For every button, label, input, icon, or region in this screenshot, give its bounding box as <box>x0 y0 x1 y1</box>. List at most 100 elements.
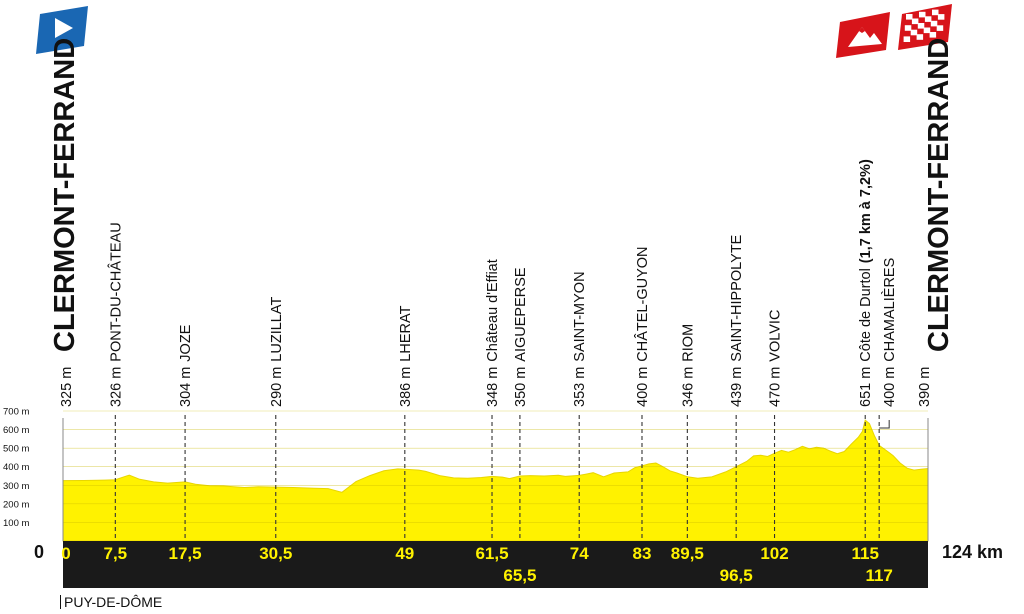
region-divider <box>60 595 61 609</box>
waypoint-km-label: 0 <box>61 544 70 563</box>
waypoint-label: 439 m SAINT-HIPPOLYTE <box>729 234 745 407</box>
y-tick-label: 500 m <box>3 444 29 455</box>
waypoint-name: RIOM <box>680 324 696 362</box>
checker-cell <box>903 36 911 42</box>
waypoint-name: JOZE <box>178 324 194 361</box>
waypoint-label: 400 m CHAMALIÈRES <box>881 258 898 407</box>
checker-cell <box>910 29 918 36</box>
elevation-profile-area <box>62 419 929 542</box>
checker-cell <box>906 14 913 20</box>
waypoint-altitude: 400 m <box>882 367 898 407</box>
checker-cell <box>911 18 919 25</box>
waypoint-name: LHERAT <box>398 305 414 361</box>
waypoint-label: 400 m CHÂTEL-GUYON <box>634 246 651 407</box>
region-name: PUY-DE-DÔME <box>64 594 163 610</box>
waypoint-km-label: 49 <box>395 544 414 563</box>
waypoint-altitude: 326 m <box>108 367 124 407</box>
grid-layer <box>62 410 929 541</box>
checker-cell <box>919 11 926 18</box>
checker-cell <box>930 20 938 27</box>
waypoint-name: SAINT-HIPPOLYTE <box>729 234 745 361</box>
waypoint-altitude: 439 m <box>729 367 745 407</box>
waypoint-name: LUZILLAT <box>269 297 285 362</box>
checker-cell <box>929 32 937 38</box>
checker-cell <box>917 23 925 29</box>
waypoint-km-label: 89,5 <box>671 544 704 563</box>
waypoint-km-label: 83 <box>633 544 652 563</box>
waypoint-label: 326 m PONT-DU-CHÂTEAU <box>107 222 124 407</box>
waypoint-name: CHÂTEL-GUYON <box>634 246 651 361</box>
y-tick-label: 600 m <box>3 425 29 436</box>
waypoint-altitude: 651 m <box>858 367 874 407</box>
waypoint-label: 386 m LHERAT <box>398 305 414 407</box>
waypoint-km-label: 96,5 <box>720 566 753 585</box>
waypoint-name: PONT-DU-CHÂTEAU <box>107 222 124 361</box>
waypoint-km-label: 30,5 <box>259 544 292 563</box>
region-label: PUY-DE-DÔME <box>60 594 162 610</box>
waypoint-altitude: 350 m <box>513 367 529 407</box>
waypoint-altitude: 304 m <box>178 367 194 407</box>
play-flag-icon <box>36 6 88 54</box>
waypoint-label: 304 m JOZE <box>178 324 194 407</box>
waypoint-label: 325 m <box>59 367 75 407</box>
waypoint-label: 651 m Côte de Durtol (1,7 km à 7,2%) <box>858 159 874 407</box>
waypoint-label: 390 m <box>917 367 933 407</box>
waypoint-climb-detail: (1,7 km à 7,2%) <box>858 159 874 263</box>
waypoint-name: Côte de Durtol <box>858 268 874 362</box>
chamalieres-leader <box>879 420 890 429</box>
y-tick-label: 700 m <box>3 407 29 418</box>
checker-cell <box>923 27 931 34</box>
waypoint-altitude: 348 m <box>485 367 501 407</box>
waypoint-altitude: 325 m <box>59 367 75 407</box>
y-tick-label: 400 m <box>3 462 29 473</box>
waypoint-name: SAINT-MYON <box>572 271 588 361</box>
waypoint-km-label: 17,5 <box>169 544 202 563</box>
waypoint-label: 353 m SAINT-MYON <box>572 271 588 407</box>
finish-city-label: CLERMONT-FERRAND <box>923 38 955 352</box>
y-axis: 700 m 600 m 500 m 400 m 300 m 200 m 100 m <box>3 407 29 529</box>
waypoint-altitude: 386 m <box>398 367 414 407</box>
waypoint-km-label: 117 <box>865 566 892 585</box>
waypoints <box>114 415 890 541</box>
waypoint-label: 350 m AIGUEPERSE <box>513 267 529 407</box>
waypoint-altitude: 400 m <box>635 367 651 407</box>
waypoint-altitude: 346 m <box>680 367 696 407</box>
waypoint-km-label: 61,5 <box>475 544 508 563</box>
y-tick-label: 100 m <box>3 518 29 529</box>
profile-layer <box>62 419 929 542</box>
checker-cell <box>916 34 924 40</box>
waypoint-altitude: 353 m <box>572 367 588 407</box>
waypoint-km-label: 7,5 <box>103 544 127 563</box>
waypoint-name: Château d'Effiat <box>485 259 501 361</box>
y-tick-label: 200 m <box>3 499 29 510</box>
km-end-label: 124 km <box>942 542 1003 562</box>
checker-cell <box>932 9 939 16</box>
waypoint-name: CHAMALIÈRES <box>881 258 898 362</box>
km-start-label: 0 <box>34 542 44 562</box>
distance-band <box>63 541 928 588</box>
waypoint-altitude: 390 m <box>917 367 933 407</box>
waypoint-label: 346 m RIOM <box>680 324 696 407</box>
waypoint-labels: 0 325 m 7,5 326 m PONT-DU-CHÂTEAU 17,5 304 m JO… <box>59 159 933 585</box>
checker-cell <box>936 25 944 31</box>
checkered-flag-icon <box>898 4 952 50</box>
waypoint-altitude: 470 m <box>768 367 784 407</box>
waypoint-name: VOLVIC <box>768 310 784 362</box>
waypoint-label: 470 m VOLVIC <box>768 310 784 407</box>
waypoint-label: 348 m Château d'Effiat <box>485 259 501 407</box>
checker-pattern <box>903 9 945 42</box>
waypoint-km-label: 65,5 <box>503 566 536 585</box>
waypoint-km-label: 115 <box>851 544 878 563</box>
checker-cell <box>904 25 912 31</box>
waypoint-name: AIGUEPERSE <box>513 267 529 362</box>
waypoint-altitude: 290 m <box>269 367 285 407</box>
checker-cell <box>937 14 945 20</box>
checker-cell <box>924 16 932 22</box>
mountain-icon <box>836 12 890 58</box>
y-tick-label: 300 m <box>3 481 29 492</box>
waypoint-km-label: 102 <box>760 544 788 563</box>
distance-band-bar <box>63 541 928 588</box>
waypoint-km-label: 74 <box>570 544 589 563</box>
waypoint-label: 290 m LUZILLAT <box>269 297 285 407</box>
